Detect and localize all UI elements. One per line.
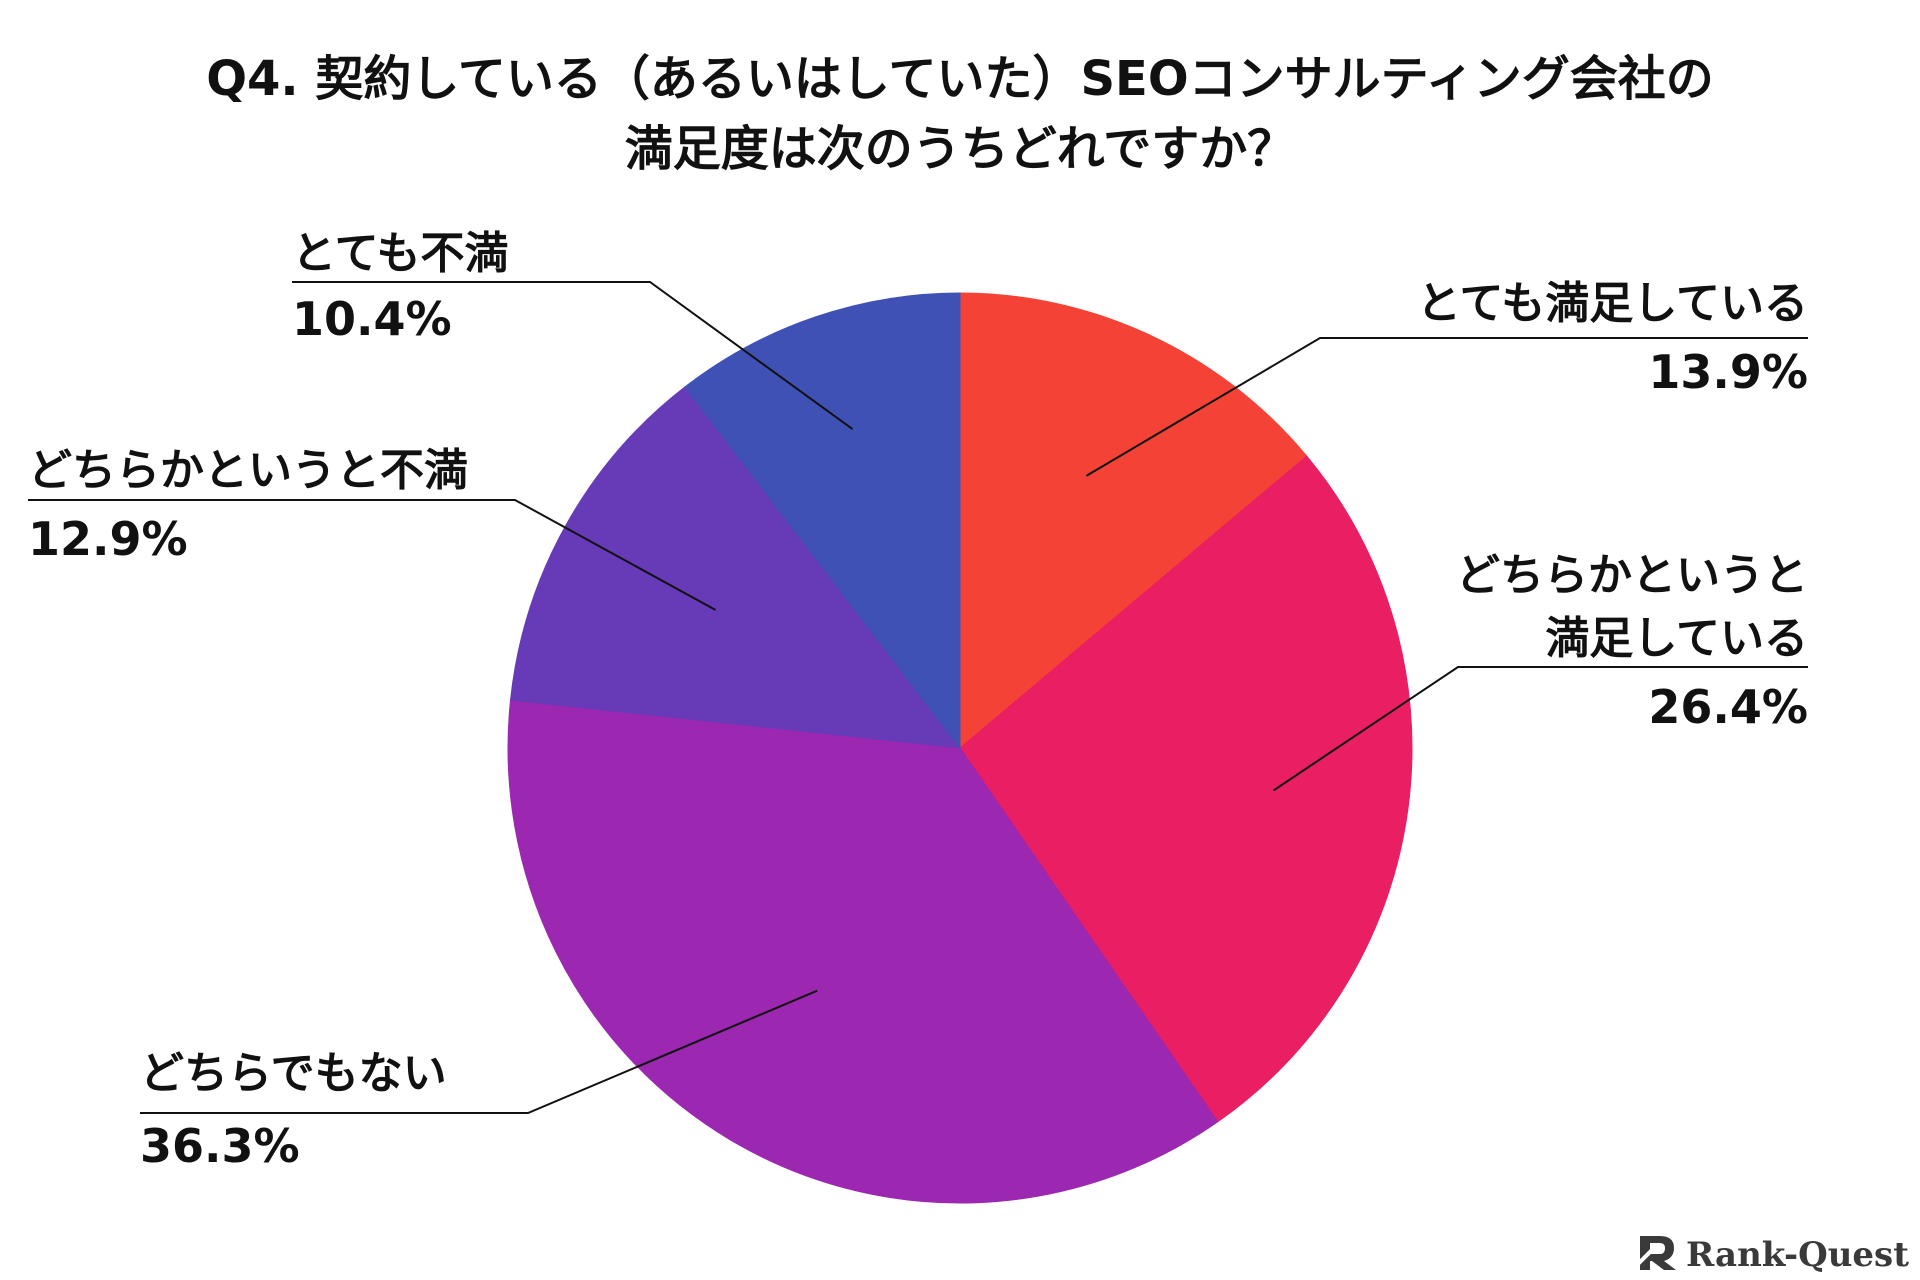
slice-label-5: とても不満 xyxy=(292,228,508,279)
slice-value-1: 13.9% xyxy=(1648,345,1808,399)
callout-line-2 xyxy=(1273,666,1808,792)
callout-line-4 xyxy=(28,499,717,611)
pie-slice-1 xyxy=(959,292,1308,750)
slice-value-4: 12.9% xyxy=(28,512,188,566)
slice-value-2: 26.4% xyxy=(1648,680,1808,734)
pie-slice-2 xyxy=(959,455,1413,1123)
slice-label-2-line-1: どちらかというと xyxy=(1456,550,1808,601)
brand-logo: Rank-Quest xyxy=(1634,1235,1909,1275)
pie-slice-3 xyxy=(507,699,1219,1204)
chart-title-line-1: Q4. 契約している（あるいはしていた）SEOコンサルティング会社の xyxy=(206,51,1714,107)
callout-line-3 xyxy=(140,989,818,1114)
pie-slice-5 xyxy=(684,292,961,750)
callout-line-1 xyxy=(1085,337,1808,477)
brand-logo-text: Rank-Quest xyxy=(1686,1235,1909,1275)
slice-value-3: 36.3% xyxy=(140,1119,300,1173)
slice-value-5: 10.4% xyxy=(292,292,452,346)
slice-label-2-line-2: 満足している xyxy=(1545,613,1808,664)
rank-quest-logo-icon xyxy=(1634,1236,1676,1270)
pie-slices xyxy=(507,292,1413,1204)
chart-title: Q4. 契約している（あるいはしていた）SEOコンサルティング会社の 満足度は次… xyxy=(206,51,1714,177)
pie-slice-4 xyxy=(509,386,962,749)
callout-line-5 xyxy=(292,281,854,430)
slice-label-3: どちらでもない xyxy=(140,1048,447,1099)
slice-label-1: とても満足している xyxy=(1417,278,1808,329)
slice-label-4: どちらかというと不満 xyxy=(28,445,468,496)
chart-title-line-2: 満足度は次のうちどれですか？ xyxy=(625,121,1296,177)
